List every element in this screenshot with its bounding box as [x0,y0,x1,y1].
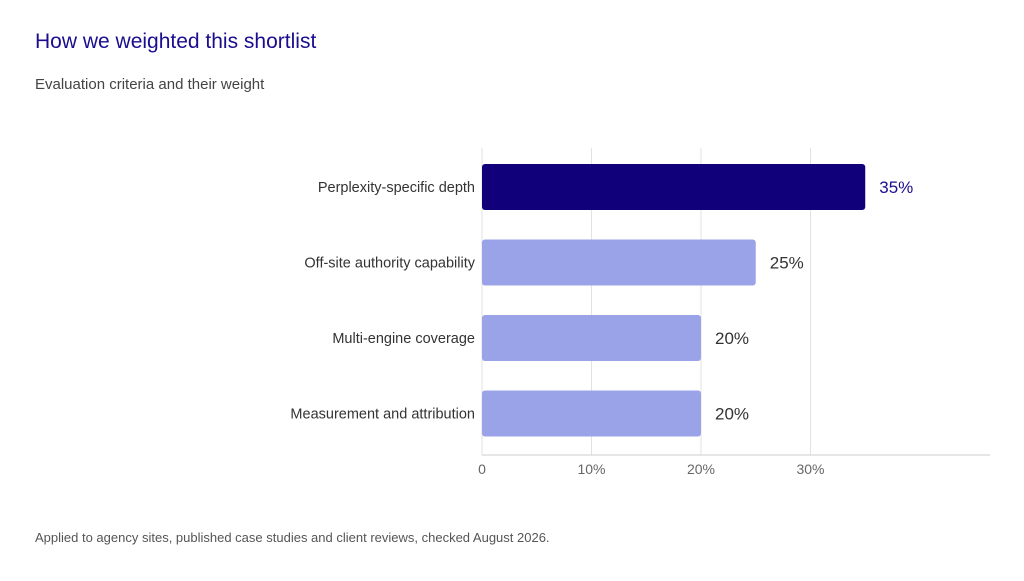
bar [482,390,701,437]
bar [482,315,701,361]
category-label: Perplexity-specific depth [318,180,475,196]
data-label: 35% [879,178,913,197]
chart-title: How we weighted this shortlist [35,30,317,53]
x-tick-label: 10% [577,461,605,477]
footnote: Applied to agency sites, published case … [35,530,550,545]
x-tick-label: 30% [796,461,824,477]
data-label: 25% [770,254,804,273]
data-label: 20% [715,329,749,348]
category-label: Multi-engine coverage [332,331,475,347]
chart-subtitle: Evaluation criteria and their weight [35,76,265,93]
category-label: Off-site authority capability [304,256,475,272]
bar [482,239,756,286]
bar [482,164,866,210]
x-tick-label: 20% [687,461,715,477]
data-label: 20% [715,405,749,424]
category-label: Measurement and attribution [290,407,475,423]
x-tick-label: 0 [478,461,486,477]
